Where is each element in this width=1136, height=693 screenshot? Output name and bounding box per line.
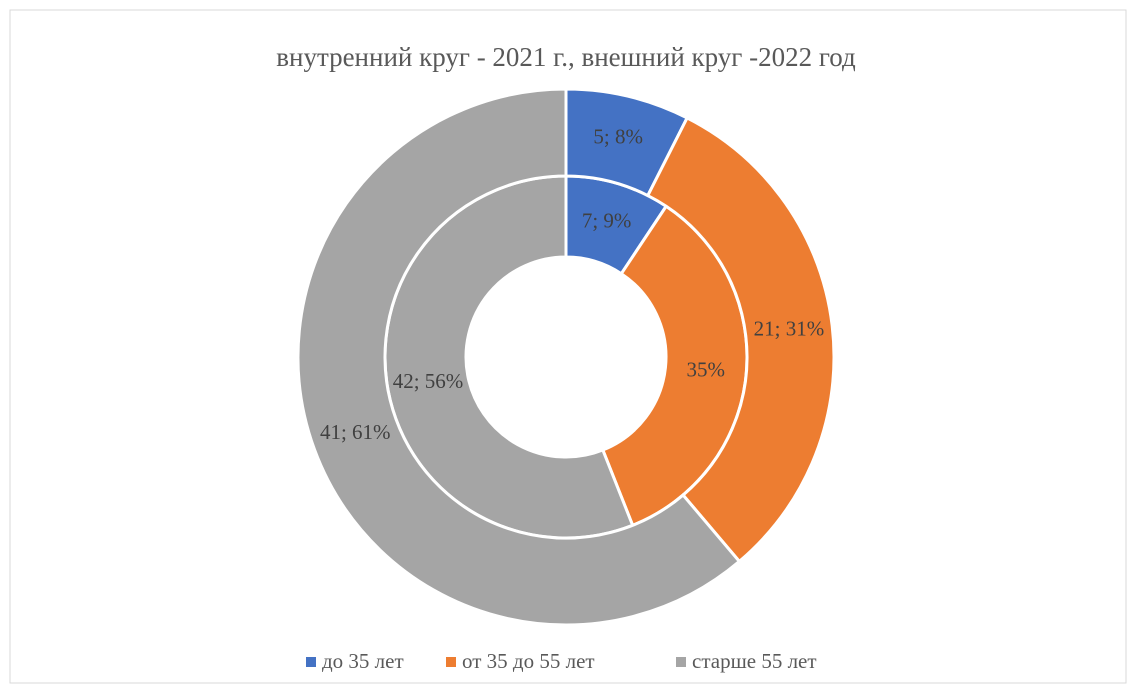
data-label: 41; 61% <box>320 420 391 444</box>
legend-label: от 35 до 55 лет <box>462 649 595 673</box>
chart-title: внутренний круг - 2021 г., внешний круг … <box>276 42 856 72</box>
data-label: 35% <box>686 357 725 381</box>
donut-segment <box>296 87 742 627</box>
legend-label: старше 55 лет <box>692 649 817 673</box>
legend-swatch <box>446 657 456 667</box>
data-label: 7; 9% <box>582 208 632 232</box>
data-label: 21; 31% <box>754 317 825 341</box>
data-label: 5; 8% <box>593 124 643 148</box>
legend-swatch <box>306 657 316 667</box>
donut-segment <box>645 115 836 564</box>
legend-label: до 35 лет <box>322 649 404 673</box>
legend-swatch <box>676 657 686 667</box>
data-label: 42; 56% <box>393 369 464 393</box>
